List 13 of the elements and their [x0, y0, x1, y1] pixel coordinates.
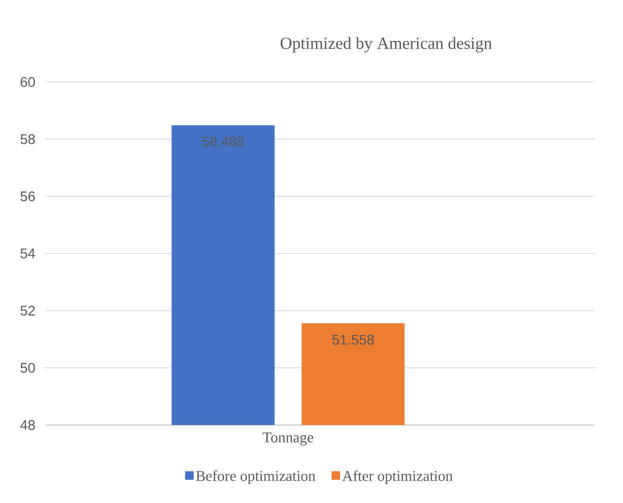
y-tick-label: 54 — [20, 248, 36, 258]
y-tick-label: 56 — [20, 191, 35, 202]
data-label: 58.488 — [202, 136, 244, 147]
legend-label: After optimization — [342, 470, 453, 484]
chart-title: Optimized by American design — [280, 37, 492, 52]
legend-label: Before optimization — [196, 470, 316, 484]
y-tick-label: 52 — [20, 306, 35, 316]
y-tick-label: 50 — [20, 362, 35, 373]
y-tick-label: 58 — [20, 134, 35, 144]
x-tick-label: Tonnage — [262, 432, 314, 446]
y-tick-label: 48 — [20, 420, 35, 430]
y-tick-label: 60 — [20, 77, 35, 87]
data-label: 51.558 — [332, 334, 374, 345]
